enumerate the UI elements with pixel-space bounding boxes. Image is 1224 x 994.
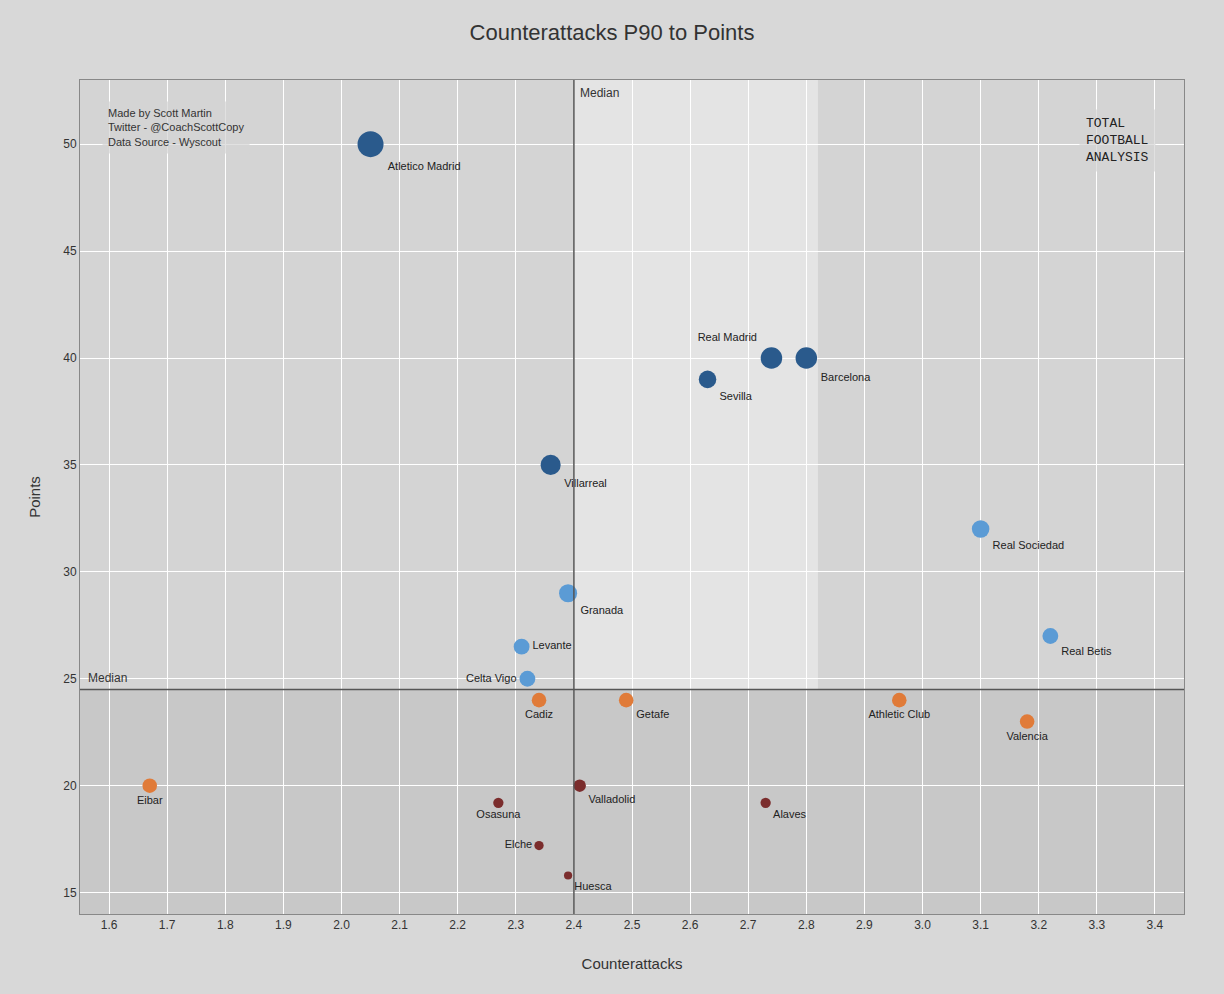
svg-text:50: 50 bbox=[63, 137, 77, 151]
svg-text:Sevilla: Sevilla bbox=[720, 390, 753, 402]
svg-text:Alaves: Alaves bbox=[773, 808, 807, 820]
svg-text:Eibar: Eibar bbox=[137, 794, 163, 806]
svg-text:Counterattacks: Counterattacks bbox=[582, 955, 683, 972]
svg-text:Valencia: Valencia bbox=[1006, 730, 1048, 742]
svg-text:Barcelona: Barcelona bbox=[821, 371, 871, 383]
svg-text:Celta Vigo: Celta Vigo bbox=[466, 672, 517, 684]
svg-text:Cadiz: Cadiz bbox=[525, 709, 553, 721]
svg-text:3.3: 3.3 bbox=[1088, 918, 1105, 932]
svg-text:1.6: 1.6 bbox=[101, 918, 118, 932]
svg-text:2.9: 2.9 bbox=[856, 918, 873, 932]
svg-text:3.2: 3.2 bbox=[1030, 918, 1047, 932]
svg-text:Real Madrid: Real Madrid bbox=[698, 331, 757, 343]
svg-text:3.1: 3.1 bbox=[972, 918, 989, 932]
svg-text:Points: Points bbox=[26, 476, 43, 518]
svg-text:2.3: 2.3 bbox=[507, 918, 524, 932]
svg-text:40: 40 bbox=[63, 351, 77, 365]
svg-text:Counterattacks P90 to Points: Counterattacks P90 to Points bbox=[470, 20, 755, 45]
svg-text:Granada: Granada bbox=[580, 604, 624, 616]
svg-text:Getafe: Getafe bbox=[636, 709, 669, 721]
svg-text:35: 35 bbox=[63, 458, 77, 472]
svg-text:Huesca: Huesca bbox=[574, 880, 612, 892]
svg-text:20: 20 bbox=[63, 779, 77, 793]
svg-text:2.6: 2.6 bbox=[682, 918, 699, 932]
svg-text:1.7: 1.7 bbox=[159, 918, 176, 932]
svg-text:2.8: 2.8 bbox=[798, 918, 815, 932]
svg-text:Valladolid: Valladolid bbox=[588, 793, 635, 805]
svg-text:45: 45 bbox=[63, 244, 77, 258]
svg-text:30: 30 bbox=[63, 565, 77, 579]
svg-text:Villarreal: Villarreal bbox=[564, 477, 607, 489]
svg-text:Atletico Madrid: Atletico Madrid bbox=[388, 160, 461, 172]
svg-text:2.0: 2.0 bbox=[333, 918, 350, 932]
svg-text:3.4: 3.4 bbox=[1147, 918, 1164, 932]
svg-text:Elche: Elche bbox=[505, 838, 533, 850]
svg-text:1.8: 1.8 bbox=[217, 918, 234, 932]
svg-text:Osasuna: Osasuna bbox=[476, 808, 521, 820]
svg-text:2.5: 2.5 bbox=[624, 918, 641, 932]
svg-text:2.4: 2.4 bbox=[566, 918, 583, 932]
svg-text:2.1: 2.1 bbox=[391, 918, 408, 932]
svg-text:Athletic Club: Athletic Club bbox=[868, 709, 930, 721]
svg-text:Made by Scott MartinTwitter -: Made by Scott MartinTwitter - @CoachScot… bbox=[108, 107, 244, 148]
svg-text:3.0: 3.0 bbox=[914, 918, 931, 932]
svg-text:15: 15 bbox=[63, 886, 77, 900]
svg-text:2.7: 2.7 bbox=[740, 918, 757, 932]
svg-text:1.9: 1.9 bbox=[275, 918, 292, 932]
svg-text:Median: Median bbox=[580, 86, 619, 100]
svg-text:Real Sociedad: Real Sociedad bbox=[993, 539, 1065, 551]
svg-text:Real Betis: Real Betis bbox=[1061, 645, 1112, 657]
svg-text:Median: Median bbox=[88, 671, 127, 685]
svg-text:2.2: 2.2 bbox=[449, 918, 466, 932]
svg-text:TOTALFOOTBALLANALYSIS: TOTALFOOTBALLANALYSIS bbox=[1086, 116, 1149, 165]
svg-text:Levante: Levante bbox=[532, 639, 571, 651]
svg-text:25: 25 bbox=[63, 672, 77, 686]
